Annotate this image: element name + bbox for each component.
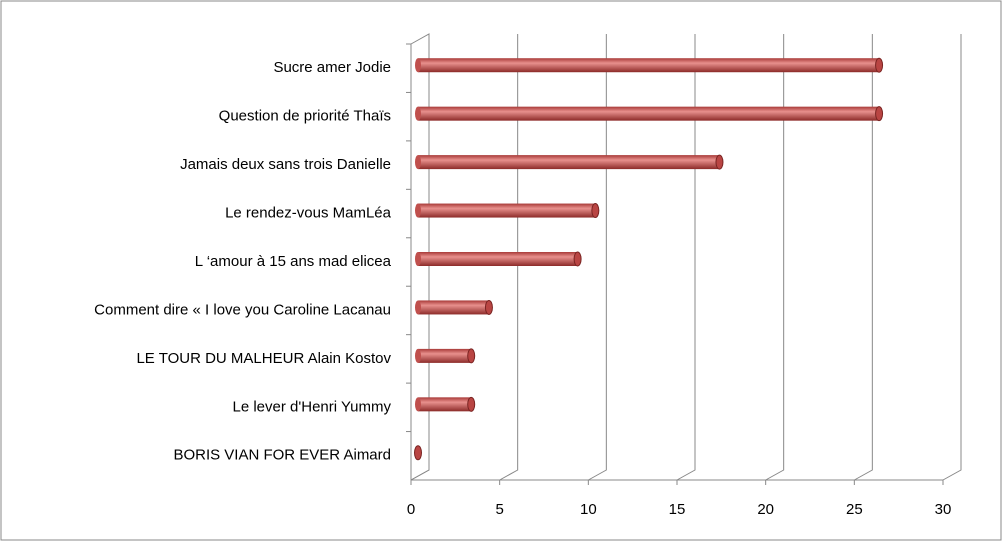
grid-line bbox=[942, 34, 962, 481]
bar-body bbox=[418, 252, 578, 266]
y-tick-label: LE TOUR DU MALHEUR Alain Kostov bbox=[136, 350, 391, 367]
grid-line bbox=[410, 34, 430, 481]
bar-cap-start bbox=[415, 300, 421, 315]
bar-cap-end bbox=[591, 203, 600, 219]
bar-body bbox=[418, 155, 720, 170]
bar-cap-start bbox=[415, 397, 421, 412]
grid-line bbox=[765, 34, 785, 481]
y-tick-label: BORIS VIAN FOR EVER Aimard bbox=[173, 447, 391, 464]
y-tick-label: Question de priorité Thaïs bbox=[219, 108, 391, 125]
bar-cap-end bbox=[875, 106, 884, 122]
grid-line bbox=[588, 34, 607, 481]
grid-line bbox=[676, 34, 696, 481]
x-tick-label: 0 bbox=[407, 501, 415, 518]
bar-cap-start bbox=[415, 252, 421, 266]
bar-cap-end bbox=[715, 154, 724, 170]
grid-line bbox=[854, 34, 873, 481]
bar-body bbox=[418, 300, 489, 315]
bar-cap-end bbox=[467, 348, 476, 364]
x-tick-label: 5 bbox=[495, 501, 503, 518]
bar-cap-start bbox=[415, 155, 421, 170]
y-tick-label: L ‘amour à 15 ans mad elicea bbox=[195, 253, 392, 270]
bar-body bbox=[418, 58, 880, 73]
bar-cap-end bbox=[573, 251, 582, 267]
bar bbox=[415, 348, 476, 364]
bar-cap-end bbox=[467, 396, 476, 412]
y-tick-label: Le lever d'Henri Yummy bbox=[233, 398, 392, 415]
bar-cap-end bbox=[414, 445, 422, 461]
bar-body bbox=[418, 106, 880, 121]
bar-cap-start bbox=[415, 203, 421, 218]
bar-cap-start bbox=[415, 106, 421, 121]
x-tick-label: 20 bbox=[757, 501, 774, 518]
x-tick-label: 30 bbox=[935, 501, 952, 518]
bar-body bbox=[418, 203, 596, 218]
bar-cap-start bbox=[415, 58, 421, 73]
bar bbox=[415, 299, 493, 315]
bar-cap-end bbox=[484, 299, 493, 315]
bar bbox=[414, 445, 422, 461]
bar-cap-end bbox=[875, 57, 884, 73]
bar bbox=[415, 154, 724, 170]
x-tick-label: 10 bbox=[580, 501, 597, 518]
y-tick-label: Le rendez-vous MamLéa bbox=[225, 205, 392, 222]
grid-line bbox=[499, 34, 519, 481]
bar bbox=[415, 251, 582, 267]
bar-body bbox=[418, 348, 472, 363]
y-tick-label: Jamais deux sans trois Danielle bbox=[180, 156, 391, 173]
bar bbox=[415, 106, 884, 122]
bar-body bbox=[418, 397, 472, 412]
bar-cap-start bbox=[415, 348, 421, 363]
x-tick-label: 15 bbox=[669, 501, 686, 518]
bar bbox=[415, 203, 600, 219]
bar bbox=[415, 396, 476, 412]
y-tick-label: Comment dire « I love you Caroline Lacan… bbox=[94, 301, 391, 318]
x-tick-label: 25 bbox=[846, 501, 863, 518]
y-tick-label: Sucre amer Jodie bbox=[273, 59, 391, 76]
bar bbox=[415, 57, 884, 73]
